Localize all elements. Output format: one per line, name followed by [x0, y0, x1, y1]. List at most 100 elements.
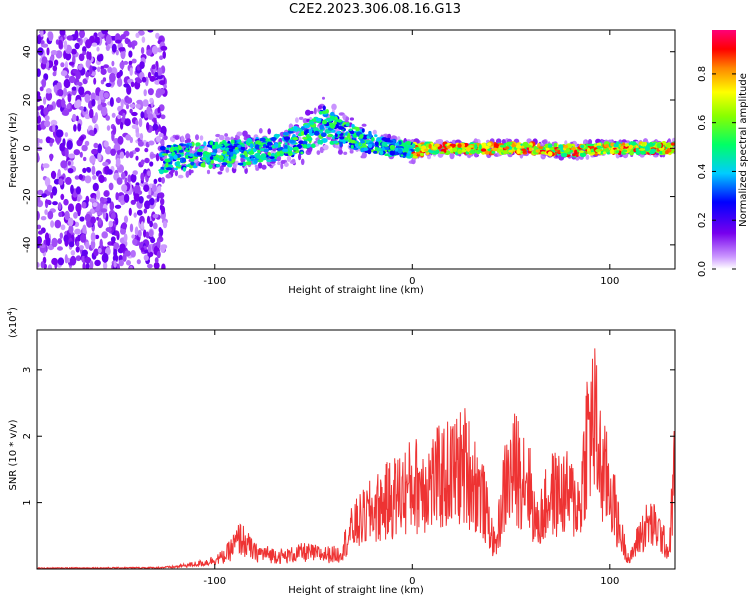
- trace-cell: [339, 136, 345, 140]
- spectrogram-ticks: -100 0 100 -40 -20 0 20 40: [22, 30, 675, 287]
- noise-cell: [53, 59, 59, 66]
- trace-cell: [670, 142, 675, 146]
- trace-cell: [515, 144, 522, 149]
- noise-cell: [101, 252, 109, 263]
- noise-cell: [160, 114, 166, 120]
- noise-cell: [140, 47, 145, 55]
- trace-cell: [177, 164, 181, 168]
- trace-cell: [315, 117, 322, 122]
- noise-cell: [81, 144, 88, 152]
- trace-cell: [449, 143, 457, 147]
- noise-cell: [37, 115, 42, 124]
- noise-cell: [105, 115, 110, 121]
- noise-cell: [138, 196, 144, 204]
- noise-cell: [85, 39, 92, 49]
- trace-cell: [302, 137, 308, 140]
- noise-cell: [96, 46, 100, 52]
- spectrogram-xtick-label: 100: [600, 276, 619, 287]
- noise-cell: [152, 213, 159, 219]
- halo-cell: [163, 135, 168, 141]
- noise-cell: [85, 59, 91, 68]
- trace-cell: [202, 157, 207, 160]
- noise-cell: [64, 254, 68, 264]
- snr-ticks: -100 0 100 1 2 3: [22, 330, 675, 587]
- noise-cell: [148, 140, 155, 146]
- noise-cell: [147, 170, 151, 177]
- halo-cell: [507, 153, 513, 158]
- noise-cell: [93, 248, 99, 257]
- trace-cell: [169, 156, 174, 161]
- trace-cell: [319, 124, 324, 130]
- noise-cell: [122, 112, 126, 119]
- noise-cell: [95, 234, 100, 240]
- noise-cell: [68, 225, 74, 234]
- noise-cell: [71, 48, 77, 55]
- trace-cell: [244, 153, 249, 158]
- halo-cell: [342, 113, 346, 121]
- trace-cell: [596, 142, 602, 146]
- noise-cell: [126, 260, 131, 266]
- noise-cell: [82, 262, 86, 269]
- trace-cell: [650, 148, 656, 153]
- trace-cell: [200, 162, 206, 168]
- noise-cell: [131, 111, 138, 117]
- noise-cell: [140, 159, 145, 165]
- noise-cell: [82, 51, 87, 56]
- trace-cell: [345, 123, 350, 127]
- trace-cell: [635, 147, 640, 153]
- noise-cell: [147, 71, 152, 79]
- halo-cell: [181, 135, 184, 143]
- noise-cell: [102, 77, 107, 82]
- trace-cell: [219, 155, 224, 161]
- noise-cell: [41, 43, 49, 48]
- trace-cell: [254, 144, 260, 150]
- trace-cell: [278, 141, 282, 145]
- noise-cell: [82, 224, 87, 235]
- trace-cell: [298, 140, 304, 145]
- noise-cell: [82, 78, 88, 85]
- halo-cell: [280, 160, 286, 164]
- noise-cell: [61, 109, 69, 116]
- noise-cell: [53, 84, 58, 94]
- noise-cell: [58, 39, 63, 49]
- noise-cell: [98, 174, 105, 184]
- noise-cell: [135, 119, 139, 127]
- noise-cell: [110, 236, 116, 243]
- trace-cell: [336, 131, 341, 135]
- trace-cell: [160, 166, 164, 171]
- noise-cell: [94, 36, 100, 43]
- noise-cell: [61, 98, 65, 108]
- trace-cell: [302, 144, 308, 149]
- trace-cell: [257, 149, 261, 154]
- noise-cell: [90, 216, 96, 224]
- trace-cell: [610, 142, 614, 147]
- trace-cell: [282, 148, 289, 153]
- trace-cell: [173, 154, 178, 160]
- halo-cell: [317, 105, 323, 110]
- noise-cell: [57, 169, 61, 177]
- noise-cell: [92, 182, 99, 192]
- trace-cell: [230, 151, 234, 157]
- noise-cell: [149, 204, 155, 210]
- halo-cell: [174, 135, 180, 141]
- trace-cell: [508, 149, 513, 153]
- trace-cell: [348, 128, 353, 131]
- trace-cell: [415, 147, 420, 152]
- trace-cell: [374, 141, 379, 146]
- trace-cell: [237, 144, 243, 148]
- noise-cell: [103, 64, 109, 69]
- noise-cell: [155, 135, 161, 143]
- noise-cell: [60, 62, 65, 68]
- trace-cell: [320, 132, 327, 138]
- noise-cell: [146, 49, 153, 56]
- noise-cell: [124, 118, 131, 127]
- trace-cell: [439, 151, 445, 154]
- noise-cell: [142, 100, 149, 107]
- halo-cell: [349, 117, 354, 121]
- noise-cell: [143, 254, 149, 261]
- halo-cell: [254, 164, 258, 168]
- noise-cell: [106, 197, 112, 204]
- noise-cell: [74, 175, 80, 180]
- noise-cell: [161, 263, 166, 269]
- trace-cell: [502, 150, 509, 155]
